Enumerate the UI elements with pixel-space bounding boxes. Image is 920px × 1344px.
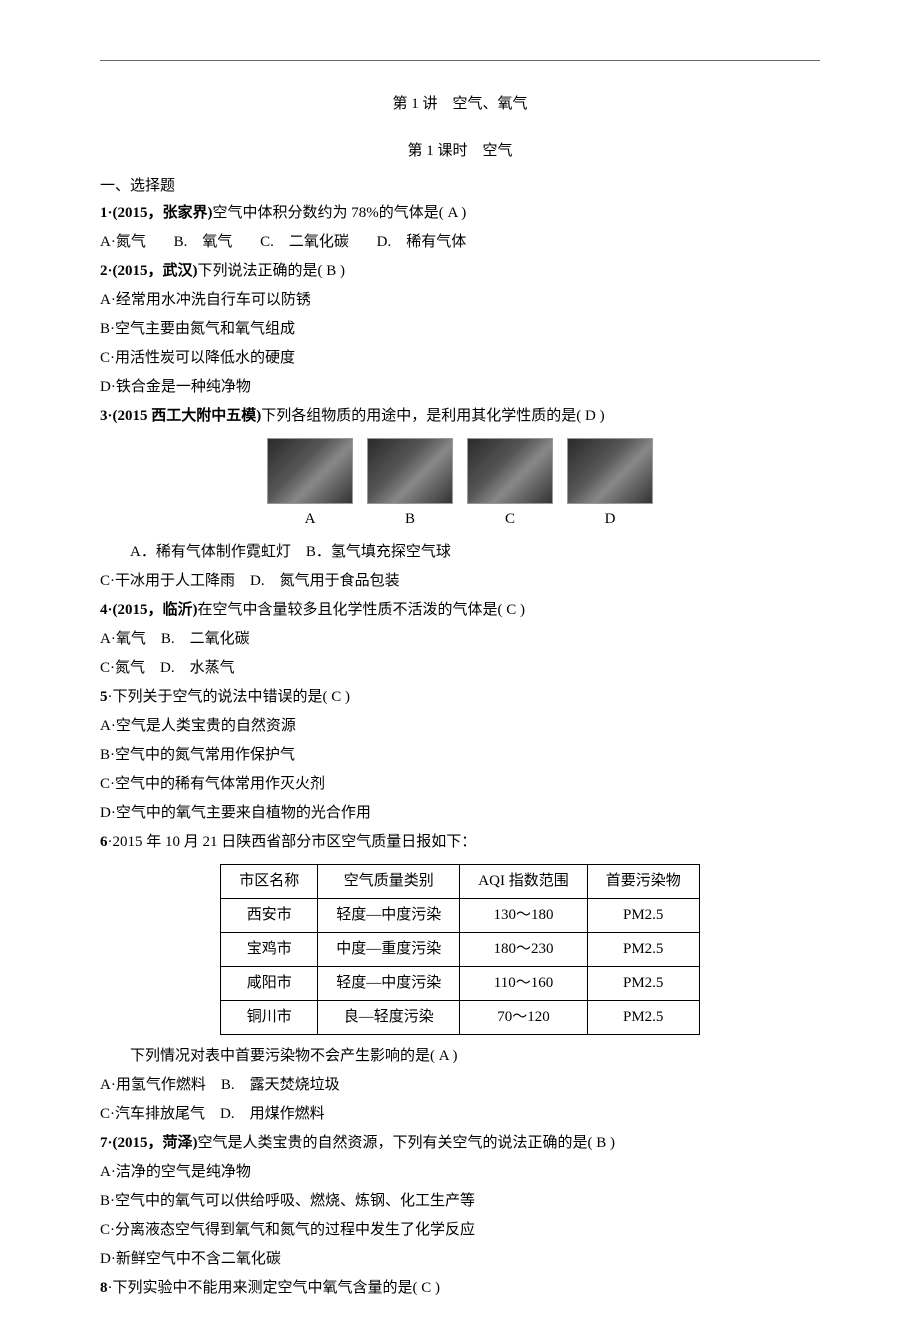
question-4: 4·(2015，临沂)在空气中含量较多且化学性质不活泼的气体是( C ): [100, 597, 820, 624]
q3-prefix: ·(2015 西工大附中五模): [108, 408, 262, 424]
table-row: 铜川市 良—轻度污染 70～120 PM2.5: [221, 1001, 699, 1035]
table-row: 咸阳市 轻度—中度污染 110～160 PM2.5: [221, 967, 699, 1001]
q7-num: 7: [100, 1135, 108, 1151]
q3-stem: 下列各组物质的用途中，是利用其化学性质的是( D ): [261, 408, 604, 424]
q3-opts-row1: A．稀有气体制作霓虹灯 B．氢气填充探空气球: [100, 539, 820, 566]
q1-prefix: ·(2015，张家界): [108, 205, 213, 221]
q7-opt-d: D·新鲜空气中不含二氧化碳: [100, 1246, 820, 1273]
q1-stem: 空气中体积分数约为 78%的气体是( A ): [213, 205, 467, 221]
cell: 70～120: [460, 1001, 587, 1035]
q3-img-label-b: B: [367, 506, 453, 533]
q5-stem: ·下列关于空气的说法中错误的是( C ): [108, 689, 351, 705]
q1-opt-b: B. 氧气: [174, 234, 233, 250]
q2-stem: 下列说法正确的是( B ): [198, 263, 346, 279]
q2-num: 2: [100, 263, 108, 279]
q6-opts-row2: C·汽车排放尾气 D. 用煤作燃料: [100, 1101, 820, 1128]
q1-opt-a: A·氮气: [100, 234, 146, 250]
q3-image-b: [367, 438, 453, 504]
cell: PM2.5: [587, 933, 699, 967]
q3-image-labels: A B C D: [100, 506, 820, 533]
q3-opts-row2: C·干冰用于人工降雨 D. 氮气用于食品包装: [100, 568, 820, 595]
q4-opts-row1: A·氧气 B. 二氧化碳: [100, 626, 820, 653]
q2-opt-d: D·铁合金是一种纯净物: [100, 374, 820, 401]
question-5: 5·下列关于空气的说法中错误的是( C ): [100, 684, 820, 711]
q2-prefix: ·(2015，武汉): [108, 263, 198, 279]
aqi-table: 市区名称 空气质量类别 AQI 指数范围 首要污染物 西安市 轻度—中度污染 1…: [220, 864, 699, 1035]
cell: 轻度—中度污染: [318, 967, 460, 1001]
q3-num: 3: [100, 408, 108, 424]
q3-img-label-a: A: [267, 506, 353, 533]
sub-title: 第 1 课时 空气: [100, 138, 820, 165]
cell: 180～230: [460, 933, 587, 967]
cell: 良—轻度污染: [318, 1001, 460, 1035]
question-1: 1·(2015，张家界)空气中体积分数约为 78%的气体是( A ): [100, 200, 820, 227]
th-pollutant: 首要污染物: [587, 865, 699, 899]
q5-num: 5: [100, 689, 108, 705]
q7-opt-b: B·空气中的氧气可以供给呼吸、燃烧、炼钢、化工生产等: [100, 1188, 820, 1215]
cell: 西安市: [221, 899, 318, 933]
q3-image-c: [467, 438, 553, 504]
q4-stem: 在空气中含量较多且化学性质不活泼的气体是( C ): [198, 602, 526, 618]
q6-after: 下列情况对表中首要污染物不会产生影响的是( A ): [100, 1043, 820, 1070]
th-city: 市区名称: [221, 865, 318, 899]
q3-images: [100, 438, 820, 504]
q8-num: 8: [100, 1280, 108, 1296]
q2-opt-a: A·经常用水冲洗自行车可以防锈: [100, 287, 820, 314]
question-2: 2·(2015，武汉)下列说法正确的是( B ): [100, 258, 820, 285]
cell: 宝鸡市: [221, 933, 318, 967]
q5-opt-d: D·空气中的氧气主要来自植物的光合作用: [100, 800, 820, 827]
q7-opt-a: A·洁净的空气是纯净物: [100, 1159, 820, 1186]
cell: 咸阳市: [221, 967, 318, 1001]
q1-num: 1: [100, 205, 108, 221]
q3-img-label-c: C: [467, 506, 553, 533]
q4-num: 4: [100, 602, 108, 618]
q5-opt-a: A·空气是人类宝贵的自然资源: [100, 713, 820, 740]
q5-opt-b: B·空气中的氮气常用作保护气: [100, 742, 820, 769]
table-row: 宝鸡市 中度—重度污染 180～230 PM2.5: [221, 933, 699, 967]
question-8: 8·下列实验中不能用来测定空气中氧气含量的是( C ): [100, 1275, 820, 1302]
q2-opt-b: B·空气主要由氮气和氧气组成: [100, 316, 820, 343]
cell: 轻度—中度污染: [318, 899, 460, 933]
q4-opts-row2: C·氮气 D. 水蒸气: [100, 655, 820, 682]
question-6: 6·2015 年 10 月 21 日陕西省部分市区空气质量日报如下：: [100, 829, 820, 856]
q7-opt-c: C·分离液态空气得到氧气和氮气的过程中发生了化学反应: [100, 1217, 820, 1244]
cell: 中度—重度污染: [318, 933, 460, 967]
q3-img-label-d: D: [567, 506, 653, 533]
question-3: 3·(2015 西工大附中五模)下列各组物质的用途中，是利用其化学性质的是( D…: [100, 403, 820, 430]
q7-prefix: ·(2015，菏泽): [108, 1135, 198, 1151]
cell: PM2.5: [587, 1001, 699, 1035]
q1-opt-c: C. 二氧化碳: [260, 234, 349, 250]
cell: PM2.5: [587, 899, 699, 933]
table-header-row: 市区名称 空气质量类别 AQI 指数范围 首要污染物: [221, 865, 699, 899]
table-row: 西安市 轻度—中度污染 130～180 PM2.5: [221, 899, 699, 933]
q1-opt-d: D. 稀有气体: [377, 234, 467, 250]
top-divider: [100, 60, 820, 61]
q8-stem: ·下列实验中不能用来测定空气中氧气含量的是( C ): [108, 1280, 441, 1296]
q5-opt-c: C·空气中的稀有气体常用作灭火剂: [100, 771, 820, 798]
section-heading: 一、选择题: [100, 173, 820, 200]
q6-opts-row1: A·用氢气作燃料 B. 露天焚烧垃圾: [100, 1072, 820, 1099]
q3-image-a: [267, 438, 353, 504]
q3-image-d: [567, 438, 653, 504]
cell: PM2.5: [587, 967, 699, 1001]
th-quality: 空气质量类别: [318, 865, 460, 899]
question-7: 7·(2015，菏泽)空气是人类宝贵的自然资源，下列有关空气的说法正确的是( B…: [100, 1130, 820, 1157]
th-aqi: AQI 指数范围: [460, 865, 587, 899]
q6-num: 6: [100, 834, 108, 850]
q7-stem: 空气是人类宝贵的自然资源，下列有关空气的说法正确的是( B ): [198, 1135, 616, 1151]
cell: 铜川市: [221, 1001, 318, 1035]
main-title: 第 1 讲 空气、氧气: [100, 91, 820, 118]
cell: 130～180: [460, 899, 587, 933]
q1-options: A·氮气 B. 氧气 C. 二氧化碳 D. 稀有气体: [100, 229, 820, 256]
q4-prefix: ·(2015，临沂): [108, 602, 198, 618]
q2-opt-c: C·用活性炭可以降低水的硬度: [100, 345, 820, 372]
cell: 110～160: [460, 967, 587, 1001]
q6-stem: ·2015 年 10 月 21 日陕西省部分市区空气质量日报如下：: [108, 834, 477, 850]
